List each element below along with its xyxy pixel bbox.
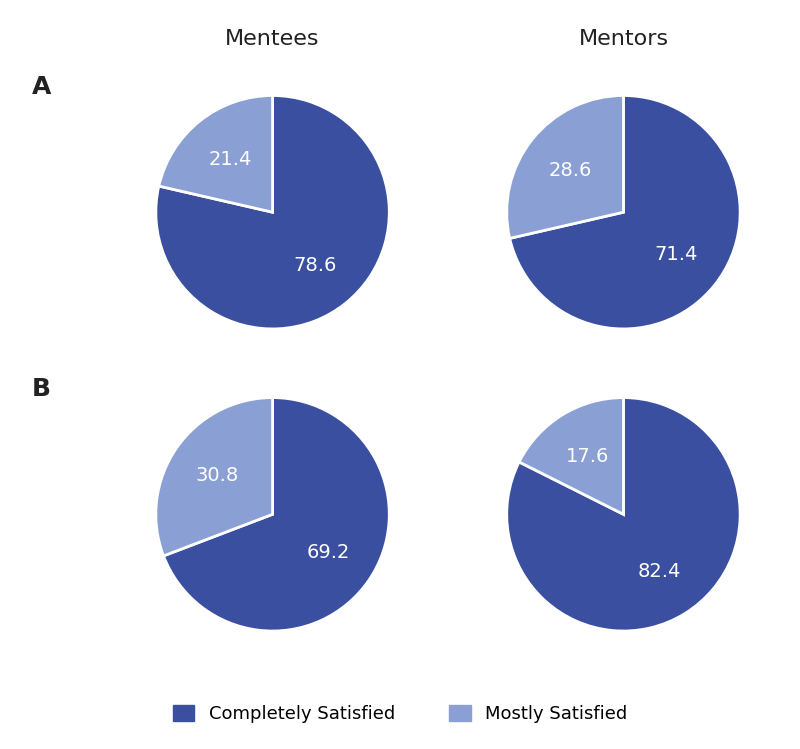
Wedge shape [506, 95, 623, 238]
Wedge shape [159, 95, 273, 212]
Text: A: A [32, 75, 51, 99]
Wedge shape [156, 95, 390, 329]
Wedge shape [506, 398, 740, 631]
Text: 71.4: 71.4 [654, 245, 698, 264]
Wedge shape [163, 398, 390, 631]
Text: Mentees: Mentees [226, 28, 320, 49]
Wedge shape [156, 398, 273, 556]
Text: 17.6: 17.6 [566, 447, 610, 466]
Text: B: B [32, 377, 51, 401]
Text: 21.4: 21.4 [209, 150, 252, 169]
Legend: Completely Satisfied, Mostly Satisfied: Completely Satisfied, Mostly Satisfied [163, 696, 637, 733]
Text: Mentors: Mentors [578, 28, 669, 49]
Text: 78.6: 78.6 [293, 255, 337, 275]
Text: 69.2: 69.2 [306, 543, 350, 562]
Text: 82.4: 82.4 [638, 562, 681, 581]
Wedge shape [510, 95, 740, 329]
Wedge shape [519, 398, 623, 515]
Text: 30.8: 30.8 [195, 467, 238, 485]
Text: 28.6: 28.6 [549, 160, 592, 180]
